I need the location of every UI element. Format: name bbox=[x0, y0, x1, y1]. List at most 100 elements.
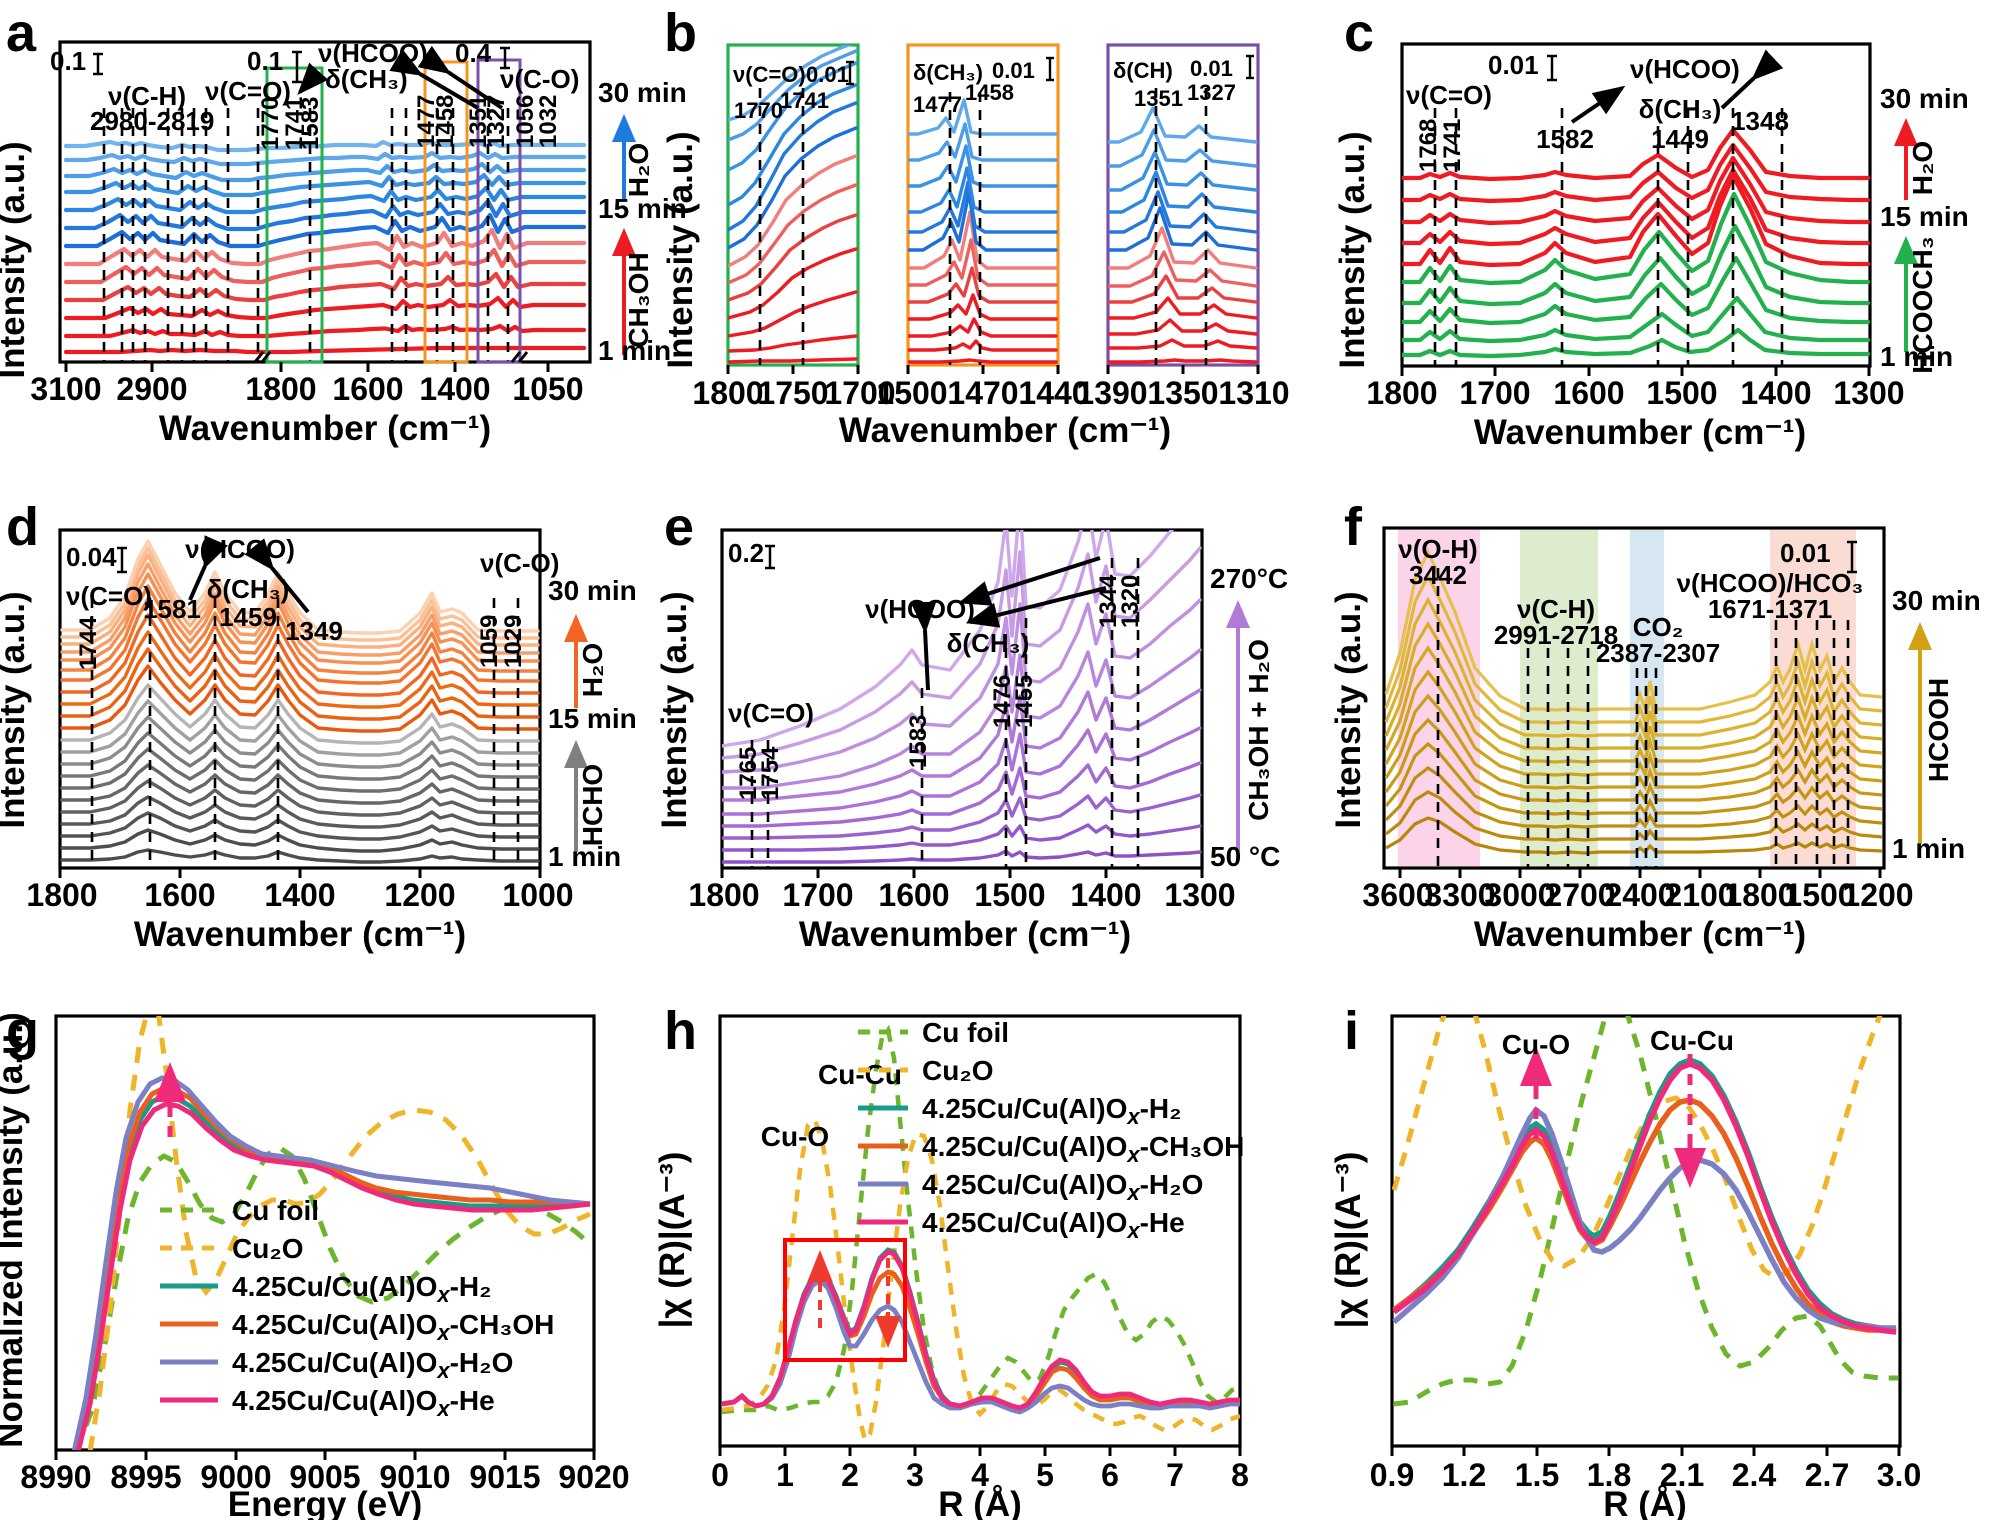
panel-a-traces bbox=[63, 139, 587, 355]
panel-f-xtick-1: 3300 bbox=[1424, 877, 1495, 913]
panel-h-legend-5: 4.25Cu/Cu(Al)Ox-He bbox=[922, 1207, 1185, 1243]
panel-a-xticks: 3100 2900 1800 1600 1400 1050 bbox=[30, 362, 584, 407]
panel-c-traces bbox=[1402, 108, 1870, 366]
panel-a-arrow-1351 bbox=[389, 48, 480, 110]
panel-d-annot-delta-CH3: δ(CH₃) bbox=[207, 574, 290, 604]
panel-c-scalebar: 0.01 bbox=[1488, 50, 1557, 82]
panel-f-scale-label: 0.01 bbox=[1780, 538, 1831, 568]
panel-a-annot-1056: 1056 bbox=[512, 95, 539, 148]
panel-b-scalebar-purple bbox=[1246, 54, 1254, 80]
panel-label-a: a bbox=[6, 3, 37, 63]
panel-b-title-purple: δ(CH) bbox=[1113, 58, 1173, 83]
panel-f-gas-hcooh: HCOOH bbox=[1923, 678, 1954, 782]
panel-h-xtick-8: 8 bbox=[1231, 1457, 1249, 1493]
panel-e-xticks: 1800 1700 1600 1500 1400 1300 bbox=[688, 868, 1236, 913]
panel-d-val-1059: 1059 bbox=[476, 615, 503, 668]
panel-h-legend: Cu foil Cu₂O 4.25Cu/Cu(Al)Ox-H₂ 4.25Cu/C… bbox=[858, 1017, 1244, 1243]
panel-d-scale-label: 0.04 bbox=[66, 542, 117, 572]
panel-i-curve-h2o bbox=[1392, 1106, 1896, 1331]
panel-f-annot-co2: CO₂ bbox=[1633, 612, 1684, 642]
panel-c-ylabel: Intensity (a.u.) bbox=[1333, 131, 1372, 368]
panel-e-xtick-4: 1400 bbox=[1070, 877, 1141, 913]
panel-h: |χ (R)|(A⁻³) Cu-O Cu-Cu Cu foil Cu₂O 4.2… bbox=[653, 1010, 1350, 1520]
panel-a-time-1: 1 min bbox=[598, 335, 671, 366]
panel-d-xticks: 1800 1600 1400 1200 1000 bbox=[26, 868, 574, 913]
panel-a-xtick-1: 2900 bbox=[116, 371, 187, 407]
panel-e-val-1765: 1765 bbox=[735, 747, 762, 800]
panel-c-annot-delta-CH3: δ(CH₃) bbox=[1639, 94, 1722, 124]
panel-g-legend-2: 4.25Cu/Cu(Al)Ox-H₂ bbox=[232, 1271, 492, 1307]
panel-a-annot-nu-CO: ν(C=O) bbox=[205, 76, 291, 106]
panel-b-val-1477: 1477 bbox=[913, 92, 962, 117]
panel-c-scale-label: 0.01 bbox=[1488, 50, 1539, 80]
panel-d-val-1744: 1744 bbox=[75, 616, 102, 670]
panel-h-label-cu-o: Cu-O bbox=[761, 1121, 829, 1152]
panel-f-xlabel: Wavenumber (cm⁻¹) bbox=[1474, 915, 1806, 954]
panel-a-annot-nu-CO2: ν(C-O) bbox=[500, 64, 579, 94]
panel-e-xtick-1: 1700 bbox=[782, 877, 853, 913]
panel-c-annot-nu-HCOO: ν(HCOO) bbox=[1630, 54, 1740, 84]
panel-i-curve-h2 bbox=[1392, 1057, 1897, 1333]
panel-d-time-15: 15 min bbox=[548, 703, 637, 734]
panel-c-val-1741: 1741 bbox=[1439, 119, 1466, 172]
panel-c-xtick-1: 1700 bbox=[1459, 375, 1530, 411]
panel-c-xtick-5: 1300 bbox=[1833, 375, 1904, 411]
panel-c-val-1768: 1768 bbox=[1415, 119, 1442, 172]
panel-h-curve-ch3oh bbox=[721, 1269, 1240, 1411]
panel-g-xtick-0: 8990 bbox=[20, 1459, 91, 1495]
panel-g-legend-1: Cu₂O bbox=[232, 1233, 304, 1264]
panel-b-xtick-p2: 1310 bbox=[1218, 375, 1289, 411]
panel-b-ylabel: Intensity (a.u.) bbox=[661, 131, 700, 368]
panel-d: Intensity (a.u.) bbox=[0, 500, 660, 1010]
panel-a-axis-breaks bbox=[253, 351, 529, 363]
panel-h-ylabel: |χ (R)|(A⁻³) bbox=[653, 1152, 692, 1329]
panel-i-xtick-1: 1.2 bbox=[1442, 1457, 1486, 1493]
panel-d-gas-h2o: H₂O bbox=[577, 643, 608, 697]
panel-e-scalebar: 0.2 bbox=[728, 538, 775, 570]
panel-label-h: h bbox=[664, 1001, 697, 1061]
panel-i-xtick-6: 2.7 bbox=[1805, 1457, 1849, 1493]
panel-a-scale-1-label: 0.1 bbox=[50, 46, 86, 76]
panel-b-scale-green: 0.01 bbox=[806, 62, 849, 87]
panel-g-legend-5: 4.25Cu/Cu(Al)Ox-He bbox=[232, 1385, 495, 1421]
panel-e-xtick-3: 1500 bbox=[974, 877, 1045, 913]
panel-g-legend-0: Cu foil bbox=[232, 1195, 319, 1226]
panel-g-curve-he bbox=[75, 1101, 591, 1450]
panel-f-val-1671: 1671-1371 bbox=[1708, 594, 1832, 624]
panel-e-arrow-1583 bbox=[910, 601, 937, 691]
panel-f-xtick-8: 1200 bbox=[1842, 877, 1913, 913]
panel-a-xlabel: Wavenumber (cm⁻¹) bbox=[159, 409, 491, 448]
panel-a-annot-1032: 1032 bbox=[535, 95, 562, 148]
panel-d-xlabel: Wavenumber (cm⁻¹) bbox=[134, 915, 466, 954]
panel-d-val-1581: 1581 bbox=[143, 594, 201, 624]
panel-g: Normalized Intensity (a.u.) Cu foil Cu₂O… bbox=[0, 1010, 660, 1520]
panel-a-scale-3-label: 0.4 bbox=[455, 38, 492, 68]
panel-a-xtick-4: 1400 bbox=[419, 371, 490, 407]
panel-i-xtick-0: 0.9 bbox=[1370, 1457, 1414, 1493]
panel-d-xtick-3: 1200 bbox=[384, 877, 455, 913]
panel-c-annot-nu-CO: ν(C=O) bbox=[1406, 80, 1492, 110]
panel-c-guides bbox=[1656, 108, 1735, 366]
panel-f-frame bbox=[1382, 526, 1886, 870]
panel-c-xtick-2: 1600 bbox=[1553, 375, 1624, 411]
panel-i-ylabel: |χ (R)|(A⁻³) bbox=[1329, 1152, 1368, 1329]
panel-g-xtick-5: 9015 bbox=[469, 1459, 540, 1495]
panel-b-scale-orange: 0.01 bbox=[992, 58, 1035, 83]
panel-d-xtick-0: 1800 bbox=[26, 877, 97, 913]
panel-h-xlabel: R (Å) bbox=[938, 1484, 1022, 1520]
panel-b-xtick-g0: 1800 bbox=[692, 375, 763, 411]
panel-d-annot-nu-HCOO: ν(HCOO) bbox=[185, 534, 295, 564]
panel-a-gas-legend: 30 min H₂O 15 min CH₃OH 1 min bbox=[598, 77, 687, 366]
panel-e-temp-legend: 270°C CH₃OH + H₂O 50 °C bbox=[1210, 563, 1288, 872]
panel-e-val-1344: 1344 bbox=[1095, 574, 1122, 628]
panel-e-scale-label: 0.2 bbox=[728, 538, 764, 568]
panel-a-annot-1741: 1741 bbox=[281, 97, 308, 150]
panel-label-b: b bbox=[664, 3, 697, 63]
panel-b-val-1741: 1741 bbox=[780, 88, 829, 113]
panel-h-xtick-1: 1 bbox=[776, 1457, 794, 1493]
panel-b-xtick-o2: 1440 bbox=[1018, 375, 1089, 411]
panel-i-xticks: 0.9 1.2 1.5 1.8 2.1 2.4 2.7 3.0 bbox=[1370, 1446, 1921, 1493]
panel-i-xtick-7: 3.0 bbox=[1877, 1457, 1921, 1493]
panel-b-xlabel: Wavenumber (cm⁻¹) bbox=[839, 411, 1171, 450]
panel-e-annot-nu-CO: ν(C=O) bbox=[728, 698, 814, 728]
